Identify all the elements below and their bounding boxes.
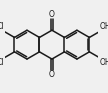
- Text: OH: OH: [100, 58, 108, 67]
- Text: Cl: Cl: [0, 22, 4, 31]
- Text: O: O: [49, 10, 55, 19]
- Text: O: O: [49, 70, 55, 79]
- Text: OH: OH: [100, 22, 108, 31]
- Text: Cl: Cl: [0, 58, 4, 67]
